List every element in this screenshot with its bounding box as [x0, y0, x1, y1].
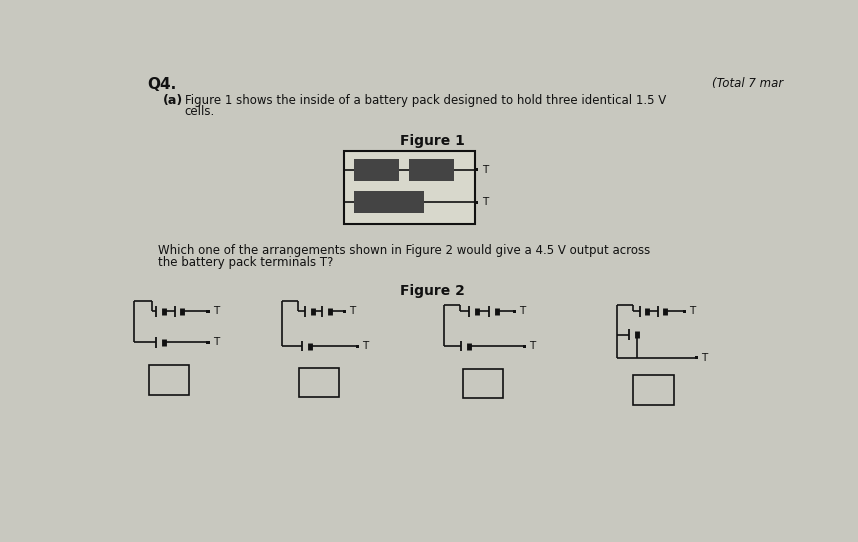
Text: T: T: [689, 306, 696, 317]
Text: Figure 2: Figure 2: [401, 285, 465, 299]
Text: Figure 1: Figure 1: [401, 134, 465, 149]
Text: T: T: [529, 341, 535, 351]
Bar: [523, 345, 526, 347]
Bar: [354, 191, 424, 213]
Text: T: T: [349, 306, 355, 317]
Bar: [633, 376, 674, 405]
Bar: [343, 310, 346, 313]
Bar: [475, 168, 479, 171]
Bar: [299, 367, 339, 397]
Text: (a): (a): [163, 94, 184, 107]
Bar: [149, 365, 190, 395]
Text: T: T: [213, 306, 219, 317]
Text: Which one of the arrangements shown in Figure 2 would give a 4.5 V output across: Which one of the arrangements shown in F…: [158, 244, 650, 257]
Text: (Total 7 mar: (Total 7 mar: [712, 76, 783, 89]
Text: cells.: cells.: [184, 105, 215, 118]
Text: T: T: [481, 197, 488, 207]
Text: T: T: [481, 165, 488, 175]
Bar: [207, 341, 209, 344]
Bar: [207, 310, 209, 313]
Bar: [354, 159, 400, 180]
Text: the battery pack terminals T?: the battery pack terminals T?: [158, 256, 333, 269]
Bar: [408, 159, 454, 180]
Bar: [463, 369, 504, 398]
Bar: [683, 310, 686, 313]
Bar: [695, 356, 698, 359]
Text: Q4.: Q4.: [148, 76, 177, 92]
Bar: [512, 310, 516, 313]
Text: T: T: [362, 341, 368, 351]
Bar: [343, 151, 475, 224]
Text: T: T: [701, 353, 707, 363]
Bar: [475, 201, 479, 204]
Bar: [356, 345, 360, 347]
Text: T: T: [213, 337, 219, 347]
Text: T: T: [519, 306, 525, 317]
Text: Figure 1 shows the inside of a battery pack designed to hold three identical 1.5: Figure 1 shows the inside of a battery p…: [184, 94, 666, 107]
